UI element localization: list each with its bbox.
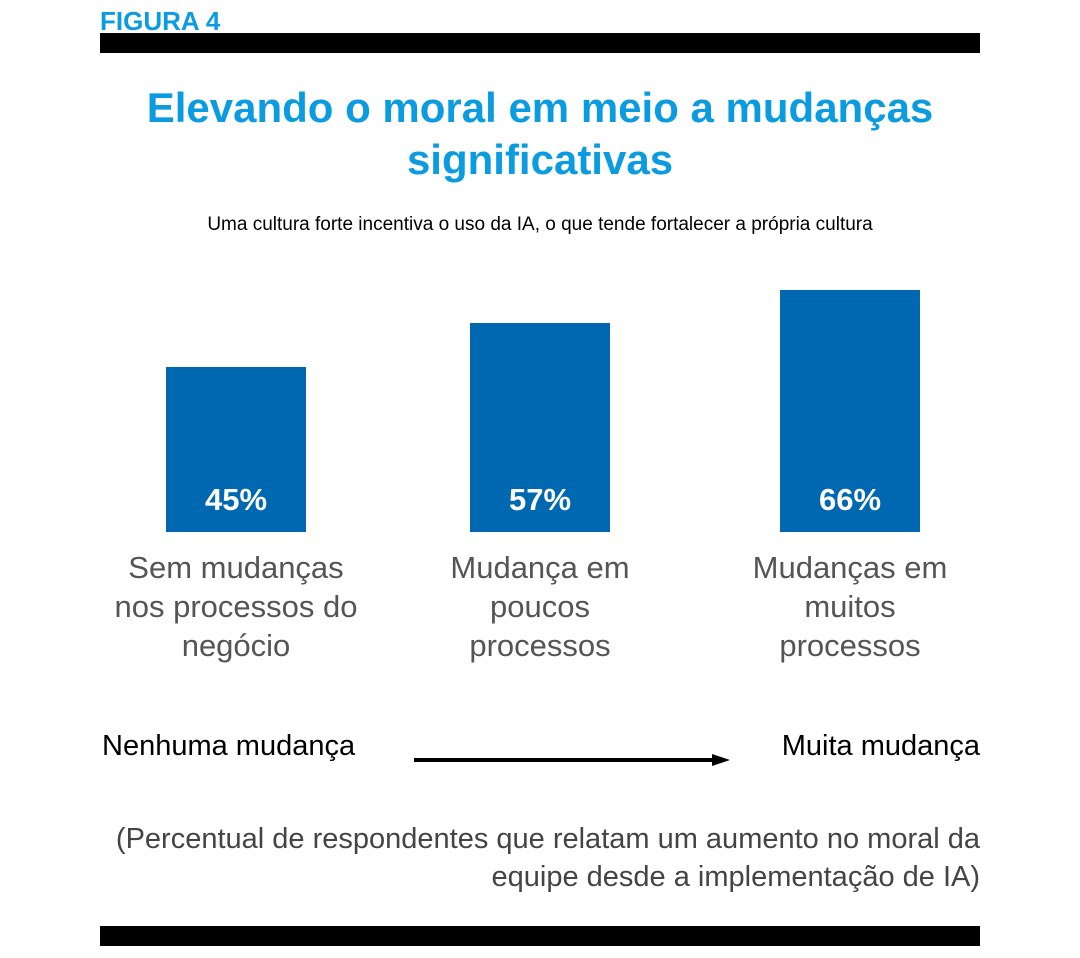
data-label: 45% [204,482,268,517]
axis-right-label: Muita mudança [781,730,980,762]
figure-label: FIGURA 4 [100,6,221,36]
data-label: 57% [508,482,572,517]
arrow-icon [414,754,730,766]
bar-1 [166,367,306,532]
bar-2 [470,323,610,532]
bar-3 [780,290,920,532]
axis-left-label: Nenhuma mudança [102,730,356,762]
bottom-rule [100,926,980,946]
top-rule [100,33,980,53]
category-label: Mudança em poucos processos [450,550,630,663]
category-label: Mudanças em muitos processos [752,550,948,663]
data-label: 66% [818,482,882,517]
category-label: Sem mudanças nos processos do negócio [114,550,358,663]
chart-subtitle: Uma cultura forte incentiva o uso da IA,… [207,214,873,235]
chart-title: Elevando o moral em meio a mudanças sign… [146,84,934,183]
chart-note: (Percentual de respondentes que relatam … [115,823,980,893]
